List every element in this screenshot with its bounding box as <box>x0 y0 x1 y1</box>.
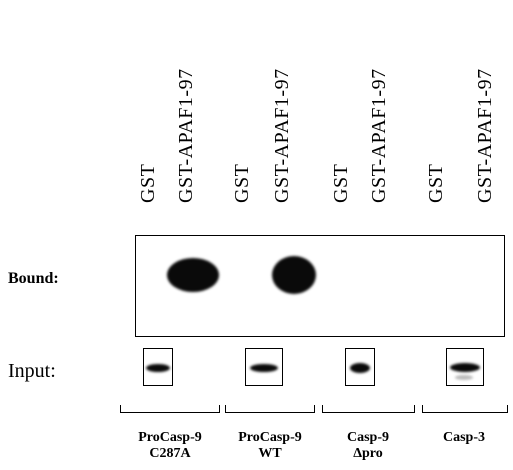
lane-label-text: GST-APAF1-97 <box>368 68 390 203</box>
group-label-line1: ProCasp-9 <box>238 430 302 445</box>
input-blot-casp3 <box>446 348 484 386</box>
input-blot-procasp9-c287a <box>143 348 173 386</box>
input-band <box>350 363 370 373</box>
lane-label-text: GST <box>425 163 447 203</box>
input-band <box>146 364 170 372</box>
group-bracket-1 <box>120 405 220 413</box>
bound-row-label: Bound: <box>8 270 59 287</box>
lane-label-7: GST <box>425 0 447 225</box>
lane-label-2: GST-APAF1-97 <box>175 0 197 225</box>
group-label-line1: Casp-3 <box>442 430 485 445</box>
lane-label-text: GST-APAF1-97 <box>474 68 496 203</box>
input-band <box>450 363 480 372</box>
lane-label-5: GST <box>330 0 352 225</box>
group-bracket-3 <box>322 405 415 413</box>
group-label-line2: C287A <box>149 446 191 461</box>
lane-label-3: GST <box>231 0 253 225</box>
lane-label-text: GST <box>137 163 159 203</box>
lane-label-text: GST-APAF1-97 <box>175 68 197 203</box>
group-bracket-4 <box>422 405 508 413</box>
group-label-line1: ProCasp-9 <box>138 430 202 445</box>
lane-label-6: GST-APAF1-97 <box>368 0 390 225</box>
group-label-casp3: Casp-3 <box>418 430 510 446</box>
bound-band-procasp9-c287a <box>167 258 219 292</box>
input-row-label: Input: <box>8 360 56 382</box>
group-bracket-2 <box>225 405 315 413</box>
lane-label-8: GST-APAF1-97 <box>474 0 496 225</box>
group-label-line2: WT <box>258 446 282 461</box>
input-blot-casp9-dpro <box>345 348 375 386</box>
lane-label-4: GST-APAF1-97 <box>271 0 293 225</box>
lane-label-text: GST-APAF1-97 <box>271 68 293 203</box>
bound-band-procasp9-wt <box>272 256 316 294</box>
lane-label-text: GST <box>231 163 253 203</box>
group-label-procasp9-wt: ProCasp-9 WT <box>222 430 318 462</box>
input-band-faint <box>455 375 473 380</box>
input-blot-procasp9-wt <box>245 348 283 386</box>
group-label-procasp9-c287a: ProCasp-9 C287A <box>116 430 224 462</box>
input-band <box>250 364 278 372</box>
group-label-line2: Δpro <box>353 446 383 461</box>
lane-label-text: GST <box>330 163 352 203</box>
group-label-casp9-dpro: Casp-9 Δpro <box>320 430 416 462</box>
group-label-line1: Casp-9 <box>346 430 389 445</box>
bound-blot-panel <box>135 235 505 337</box>
lane-label-1: GST <box>137 0 159 225</box>
